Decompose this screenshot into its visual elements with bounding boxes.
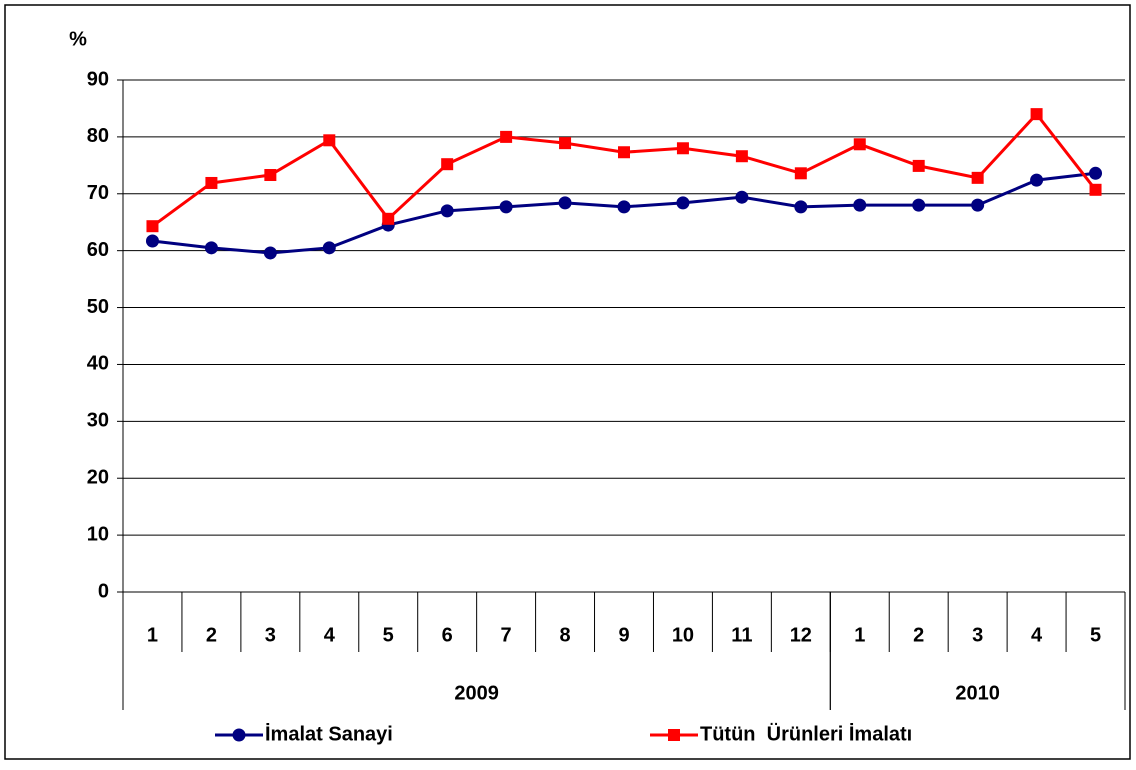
legend-label: Tütün Ürünleri İmalatı xyxy=(700,722,912,745)
marker xyxy=(1089,166,1103,180)
x-tick-label: 12 xyxy=(790,624,812,646)
marker xyxy=(145,234,159,248)
legend-label: İmalat Sanayi xyxy=(265,722,393,745)
marker xyxy=(263,246,277,260)
marker xyxy=(441,158,454,171)
x-tick-label: 3 xyxy=(972,624,983,646)
legend-marker xyxy=(232,728,246,742)
x-tick-label: 2 xyxy=(206,624,217,646)
x-tick-label: 9 xyxy=(618,624,629,646)
x-tick-label: 5 xyxy=(1090,624,1101,646)
marker xyxy=(205,176,218,189)
x-tick-label: 10 xyxy=(672,624,694,646)
x-tick-label: 5 xyxy=(383,624,394,646)
marker xyxy=(499,200,513,214)
marker xyxy=(912,159,925,172)
marker xyxy=(676,196,690,210)
x-tick-label: 1 xyxy=(147,624,158,646)
marker xyxy=(264,169,277,182)
y-tick-label: 30 xyxy=(87,410,109,432)
y-tick-label: 60 xyxy=(87,239,109,261)
frame xyxy=(4,4,1131,760)
marker xyxy=(735,190,749,204)
marker xyxy=(794,200,808,214)
marker xyxy=(618,146,630,159)
y-axis-label: % xyxy=(69,28,87,50)
x-tick-label: 4 xyxy=(1031,624,1043,646)
y-tick-label: 0 xyxy=(98,580,109,602)
marker xyxy=(676,142,689,155)
marker xyxy=(440,204,454,218)
y-tick-label: 20 xyxy=(87,467,109,489)
y-tick-label: 10 xyxy=(87,523,109,545)
x-tick-label: 2 xyxy=(913,624,924,646)
marker xyxy=(558,196,572,210)
marker xyxy=(382,212,395,225)
marker xyxy=(1089,183,1102,196)
marker xyxy=(735,150,748,163)
marker xyxy=(1030,173,1044,187)
marker xyxy=(853,138,866,151)
x-tick-label: 11 xyxy=(731,624,752,646)
legend-marker xyxy=(668,729,680,741)
marker xyxy=(559,137,572,150)
marker xyxy=(323,134,336,147)
x-tick-label: 1 xyxy=(854,624,865,646)
marker xyxy=(853,198,867,212)
marker xyxy=(617,200,631,214)
y-tick-label: 90 xyxy=(87,68,109,90)
y-tick-label: 70 xyxy=(87,182,109,204)
marker xyxy=(146,220,159,233)
marker xyxy=(912,198,926,212)
y-tick-label: 40 xyxy=(87,353,109,375)
x-tick-label: 3 xyxy=(265,624,276,646)
y-tick-label: 50 xyxy=(87,296,109,318)
marker xyxy=(971,198,985,212)
x-tick-label: 8 xyxy=(559,624,570,646)
marker xyxy=(1030,108,1043,121)
y-tick-label: 80 xyxy=(87,125,109,147)
marker xyxy=(500,130,513,143)
x-tick-label: 4 xyxy=(324,624,336,646)
x-tick-label: 6 xyxy=(442,624,453,646)
group-label: 2009 xyxy=(454,682,499,704)
group-label: 2010 xyxy=(955,682,1000,704)
marker xyxy=(971,171,984,184)
marker xyxy=(794,167,807,180)
x-tick-label: 7 xyxy=(501,624,512,646)
marker xyxy=(322,241,336,255)
marker xyxy=(204,241,218,255)
